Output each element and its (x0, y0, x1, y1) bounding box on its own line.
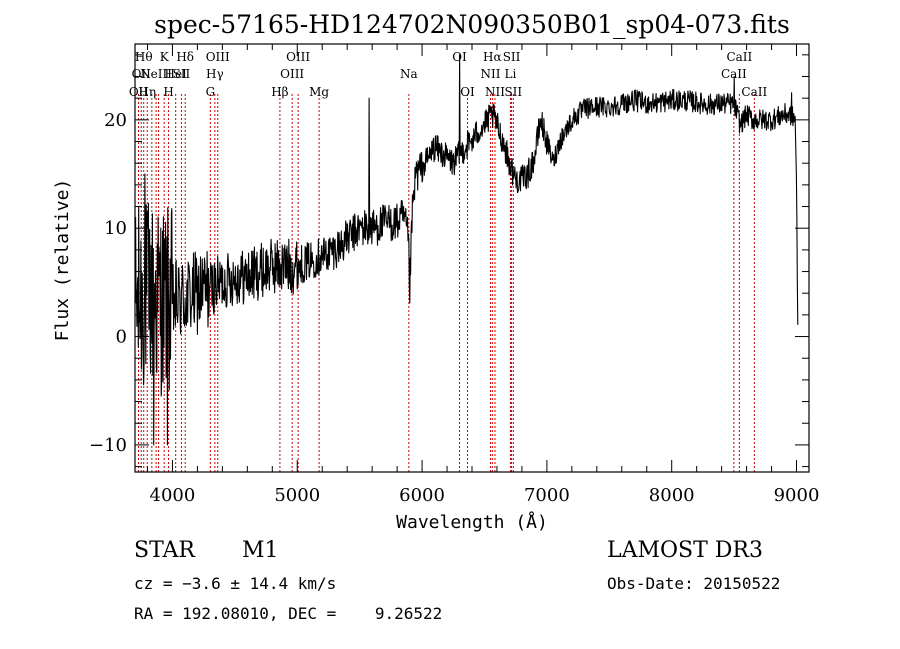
y-tick-label: 10 (104, 218, 127, 239)
line-label: OIII (286, 50, 310, 64)
y-tick-label: 0 (116, 327, 127, 348)
chart-title: spec-57165-HD124702N090350B01_sp04-073.f… (154, 10, 790, 39)
x-axis-ticks: 4000 5000 6000 7000 8000 9000 (146, 44, 820, 506)
line-label: Hη (138, 85, 156, 99)
y-axis-label: Flux (relative) (52, 179, 73, 342)
object-subclass: M1 (242, 538, 279, 563)
line-label: OII (132, 67, 152, 81)
line-label: Li (505, 67, 517, 81)
line-label: G (206, 85, 216, 99)
line-label: NII (480, 67, 500, 81)
spectrum-line (135, 54, 799, 446)
y-tick-label: 20 (104, 110, 127, 131)
x-tick-label: 9000 (774, 485, 820, 506)
object-class: STAR (134, 538, 195, 563)
x-tick-label: 7000 (524, 485, 570, 506)
line-label: HeI (165, 67, 188, 81)
ra-dec: RA = 192.08010, DEC = 9.26522 (134, 604, 443, 623)
line-label: Na (400, 67, 418, 81)
y-tick-label: −10 (89, 435, 127, 456)
line-label: NII (485, 85, 505, 99)
line-label: Hα (483, 50, 502, 64)
spectral-line-labels: OIIOIIHθHηNeIIIKHHeISIIHδGHγOIIIHβOIIIOI… (129, 50, 768, 99)
line-label: OII (129, 85, 149, 99)
line-label: SII (173, 67, 191, 81)
line-label: SII (503, 50, 521, 64)
x-tick-label: 4000 (150, 485, 196, 506)
line-label: Mg (309, 85, 329, 99)
line-label: CaII (741, 85, 767, 99)
y-axis-ticks: −10 0 10 20 (89, 54, 809, 468)
line-label: OIII (206, 50, 230, 64)
line-label: Hβ (271, 85, 288, 99)
line-label: Hθ (135, 50, 153, 64)
line-label: OI (460, 85, 475, 99)
line-label: OIII (280, 67, 304, 81)
obs-date: Obs-Date: 20150522 (607, 574, 781, 593)
line-label: Hδ (176, 50, 194, 64)
x-tick-label: 6000 (399, 485, 445, 506)
survey-name: LAMOST DR3 (607, 538, 763, 563)
line-label: CaII (721, 67, 747, 81)
line-label: CaII (726, 50, 752, 64)
line-label: NeIII (140, 67, 172, 81)
line-label: SII (504, 85, 522, 99)
x-tick-label: 8000 (649, 485, 695, 506)
x-tick-label: 5000 (274, 485, 320, 506)
redshift-cz: cz = −3.6 ± 14.4 km/s (134, 574, 337, 593)
line-label: Hγ (206, 67, 224, 81)
line-label: K (160, 50, 170, 64)
x-axis-label: Wavelength (Å) (396, 511, 548, 533)
line-label: H (163, 85, 173, 99)
